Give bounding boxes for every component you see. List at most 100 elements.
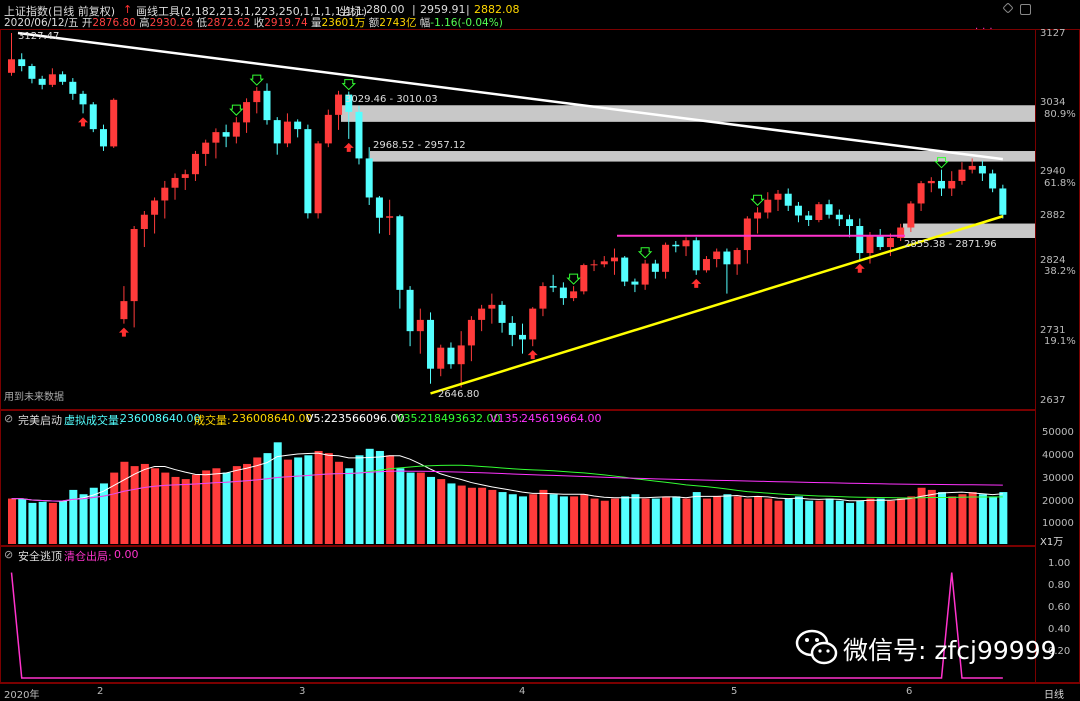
signal-tick: 0.80 — [1048, 580, 1071, 591]
volume-indicator-name[interactable]: 完美启动 — [18, 414, 62, 427]
volume-bar — [682, 498, 691, 544]
v5-label: V5: — [306, 412, 325, 425]
candle-body — [958, 169, 966, 181]
candle-body — [754, 212, 762, 219]
coord-y1: 2959.91 — [420, 3, 466, 16]
candle-body — [938, 180, 946, 189]
volume-bar — [324, 453, 333, 544]
volume-bar — [519, 496, 527, 544]
chg-value: -1.16(-0.04%) — [430, 17, 503, 29]
index-title[interactable]: 上证指数(日线 前复权) — [4, 5, 116, 18]
quote-line: 2020/06/12/五 开2876.80 高2930.26 低2872.62 … — [4, 15, 503, 29]
volume-bar — [958, 494, 967, 544]
candle-body — [69, 81, 77, 94]
vol-tick: 10000 — [1042, 518, 1074, 529]
candle-body — [662, 244, 670, 272]
volume-bar — [784, 498, 793, 544]
volume-bar — [968, 492, 977, 544]
signal-indicator-name[interactable]: 安全逃顶 — [18, 550, 62, 563]
volume-bar — [38, 501, 47, 544]
candle-body — [478, 308, 486, 320]
candle-body — [498, 304, 506, 323]
v135-label: V135: — [490, 412, 523, 425]
candle-body — [140, 214, 148, 230]
candle-body — [427, 319, 435, 369]
sell-signal-arrow-icon — [78, 117, 89, 127]
volume-bar — [304, 455, 313, 544]
price-tick: 2940 — [1040, 166, 1066, 177]
candle-body — [314, 143, 322, 214]
candle-body — [641, 263, 649, 285]
candle-body — [989, 173, 997, 189]
candle-body — [294, 121, 302, 130]
gear-icon[interactable]: ⊘ — [4, 412, 14, 425]
candle-body — [232, 122, 240, 137]
candle-body — [386, 216, 394, 218]
candle-body — [120, 301, 128, 320]
volume-bar — [120, 461, 129, 544]
volume-bar — [886, 500, 895, 544]
coord-y2: 2882.08 — [474, 3, 520, 16]
volume-bar — [815, 500, 824, 544]
buy-signal-arrow-icon — [637, 247, 653, 259]
volume-bar — [335, 461, 344, 544]
window-close-icon[interactable] — [1020, 4, 1031, 15]
candle-body — [335, 94, 343, 115]
volume-bar — [18, 498, 27, 544]
v135-value: 245619664.00 — [521, 412, 602, 425]
volume-bar — [590, 498, 599, 544]
tool-label[interactable]: 画线工具(2,182,213,1,223,250,1,1,1,1,1,1) — [136, 5, 368, 18]
dots-icon: ··· — [975, 24, 997, 35]
month-label: 2020年 — [4, 690, 40, 701]
candle-body — [28, 66, 36, 79]
candle-body — [948, 180, 956, 189]
volume-bar — [89, 487, 98, 544]
candle-body — [130, 229, 138, 302]
volume-bar — [355, 455, 364, 544]
price-tick: 2824 — [1040, 255, 1066, 266]
volume-bar — [610, 498, 619, 544]
volume-bar — [447, 483, 456, 544]
candle-body — [794, 205, 802, 216]
gear-icon[interactable]: ⊘ — [4, 548, 14, 561]
candle-body — [18, 59, 26, 67]
candle-body — [733, 250, 741, 265]
candle-body — [590, 264, 598, 266]
volume-bar — [825, 498, 834, 544]
volume-bar — [181, 479, 190, 544]
signal-tick: 0.60 — [1048, 602, 1071, 613]
v5-value: 223566096.00 — [324, 412, 405, 425]
volume-bar — [774, 500, 783, 544]
sell-signal-arrow-icon — [118, 327, 129, 337]
sell-signal-arrow-icon — [854, 263, 865, 273]
volume-bar — [406, 472, 415, 544]
volume-bar — [478, 487, 487, 544]
volume-bar — [846, 502, 855, 544]
annot-top-left: 3127.47 — [18, 31, 60, 42]
price-tick: 2731 — [1040, 325, 1066, 336]
price-tick: 3127 — [1040, 28, 1066, 39]
candle-body — [631, 281, 639, 285]
wechat-watermark: 微信号: zfcj99999 — [795, 625, 1057, 669]
vol-label: 量 — [310, 17, 322, 29]
volume-bar — [457, 485, 466, 544]
volume-bar — [212, 468, 221, 544]
candle-body — [999, 188, 1007, 215]
candle-body — [907, 203, 915, 228]
volume-bar — [222, 472, 231, 544]
candle-body — [406, 289, 414, 332]
volume-bar — [938, 492, 947, 544]
volume-bar — [498, 492, 507, 544]
volume-bar — [161, 472, 170, 544]
candle-body — [212, 132, 220, 143]
candle-body — [692, 240, 700, 271]
candle-body — [324, 114, 332, 144]
volume-bar — [69, 489, 78, 544]
volume-bar — [876, 498, 885, 544]
candle-body — [222, 132, 230, 137]
price-tick: 3034 — [1040, 97, 1066, 108]
period-label[interactable]: 日线 — [1044, 690, 1064, 701]
candle-body — [539, 286, 547, 309]
candle-body — [181, 174, 189, 178]
